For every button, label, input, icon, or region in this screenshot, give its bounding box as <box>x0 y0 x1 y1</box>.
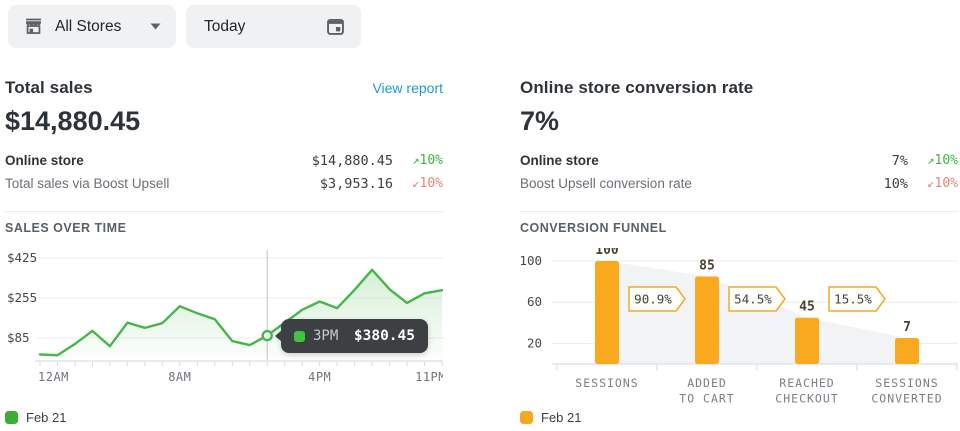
svg-text:ADDED: ADDED <box>687 376 727 390</box>
metric-label: Online store <box>5 153 84 168</box>
svg-text:12AM: 12AM <box>38 370 69 384</box>
sales-over-time-section-title: SALES OVER TIME <box>5 211 443 235</box>
conversion-rate-title: Online store conversion rate <box>520 78 754 97</box>
legend-label: Feb 21 <box>541 410 582 425</box>
tooltip-value: $380.45 <box>353 328 415 344</box>
svg-text:$85: $85 <box>7 330 30 345</box>
metric-change-negative: ↙10% <box>412 176 443 191</box>
metric-row-online-store: Online store $14,880.45 ↗10% <box>5 149 443 172</box>
metric-change-positive: ↗10% <box>927 153 958 168</box>
svg-text:7: 7 <box>903 320 911 335</box>
metric-label: Boost Upsell conversion rate <box>520 176 692 191</box>
view-report-link[interactable]: View report <box>372 80 443 96</box>
trend-up-icon: ↗ <box>927 153 935 167</box>
sales-chart-legend: Feb 21 <box>5 410 443 425</box>
metric-row-boost-upsell: Boost Upsell conversion rate 10% ↙10% <box>520 172 958 195</box>
sales-over-time-chart-area: $425 $255 $85 12AM 8AM 4PM 11PM 3PM $380.45 <box>5 248 443 388</box>
svg-text:$425: $425 <box>7 250 37 265</box>
conversion-funnel-bar-chart[interactable]: 100 60 20 100 85 45 7 90.9% 54.5% 15.5% SESSIONS AD… <box>520 248 958 408</box>
topbar: All Stores Today <box>0 0 960 55</box>
tooltip-time: 3PM <box>313 328 339 344</box>
legend-swatch-green <box>5 411 18 424</box>
svg-text:CHECKOUT: CHECKOUT <box>775 392 838 406</box>
conversion-funnel-chart-area: 100 60 20 100 85 45 7 90.9% 54.5% 15.5% SESSIONS AD… <box>520 248 958 408</box>
svg-text:SESSIONS: SESSIONS <box>575 376 638 390</box>
svg-text:20: 20 <box>527 335 542 350</box>
sales-over-time-line-chart[interactable]: $425 $255 $85 12AM 8AM 4PM 11PM <box>5 248 443 388</box>
metric-row-boost-upsell: Total sales via Boost Upsell $3,953.16 ↙… <box>5 172 443 195</box>
svg-text:90.9%: 90.9% <box>634 292 672 307</box>
trend-down-icon: ↙ <box>927 176 935 190</box>
svg-text:85: 85 <box>699 259 715 274</box>
metric-value: $14,880.45 <box>311 152 393 169</box>
metric-value: $3,953.16 <box>319 175 393 192</box>
svg-text:TO CART: TO CART <box>679 392 734 406</box>
store-selector-button[interactable]: All Stores <box>8 5 176 48</box>
svg-text:54.5%: 54.5% <box>734 292 772 307</box>
chevron-down-icon <box>150 23 161 30</box>
metric-label: Online store <box>520 153 599 168</box>
svg-text:15.5%: 15.5% <box>834 292 872 307</box>
conversion-rate-breakdown: Online store 7% ↗10% Boost Upsell conver… <box>520 149 958 195</box>
metric-row-online-store: Online store 7% ↗10% <box>520 149 958 172</box>
tooltip-series-swatch <box>294 330 305 342</box>
svg-text:100: 100 <box>520 253 542 268</box>
total-sales-headline-value: $14,880.45 <box>5 106 141 136</box>
svg-text:$255: $255 <box>7 290 37 305</box>
trend-up-icon: ↗ <box>412 153 420 167</box>
conversion-rate-panel: Online store conversion rate 7% Online s… <box>520 70 958 425</box>
svg-text:11PM: 11PM <box>415 370 443 384</box>
svg-text:REACHED: REACHED <box>779 376 834 390</box>
metric-change-negative: ↙10% <box>927 176 958 191</box>
svg-text:100: 100 <box>595 248 619 258</box>
svg-text:60: 60 <box>527 294 542 309</box>
chart-tooltip: 3PM $380.45 <box>281 319 428 353</box>
funnel-chart-legend: Feb 21 <box>520 410 958 425</box>
svg-text:4PM: 4PM <box>308 370 331 384</box>
svg-text:45: 45 <box>799 300 815 315</box>
total-sales-breakdown: Online store $14,880.45 ↗10% Total sales… <box>5 149 443 195</box>
svg-text:CONVERTED: CONVERTED <box>871 392 942 406</box>
store-selector-label: All Stores <box>55 17 122 35</box>
date-selector-label: Today <box>204 17 246 35</box>
total-sales-title: Total sales <box>5 78 93 97</box>
metric-value: 10% <box>883 175 908 192</box>
metric-label: Total sales via Boost Upsell <box>5 176 170 191</box>
conversion-funnel-section-title: CONVERSION FUNNEL <box>520 211 958 235</box>
conversion-rate-headline-value: 7% <box>520 106 560 136</box>
metric-change-positive: ↗10% <box>412 153 443 168</box>
storefront-icon <box>26 18 41 34</box>
trend-down-icon: ↙ <box>412 176 420 190</box>
calendar-icon <box>325 16 346 37</box>
legend-label: Feb 21 <box>26 410 67 425</box>
svg-text:8AM: 8AM <box>168 370 191 384</box>
total-sales-panel: Total sales View report $14,880.45 Onlin… <box>5 70 443 425</box>
svg-text:SESSIONS: SESSIONS <box>875 376 938 390</box>
legend-swatch-orange <box>520 411 533 424</box>
metric-value: 7% <box>891 152 908 169</box>
date-selector-button[interactable]: Today <box>186 5 361 48</box>
